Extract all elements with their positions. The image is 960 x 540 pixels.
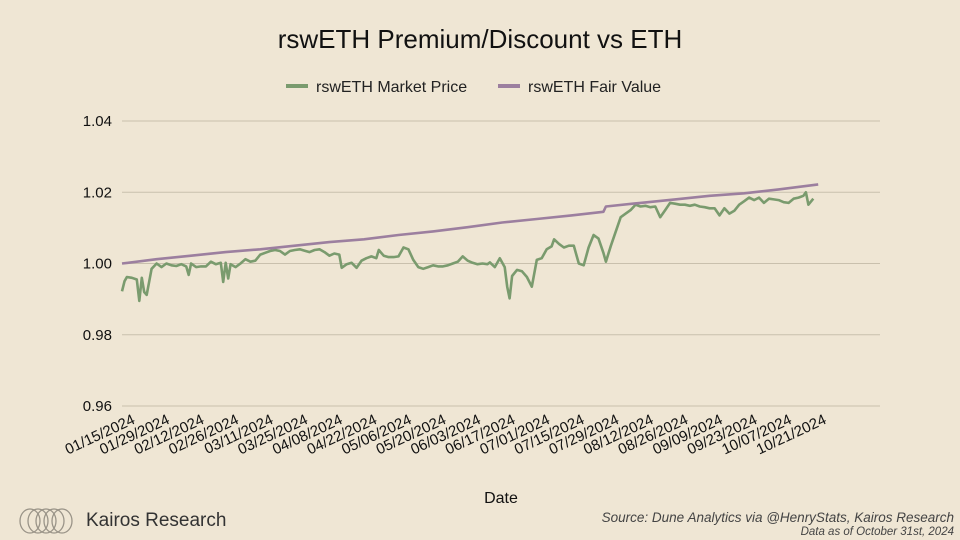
brand-name: Kairos Research bbox=[86, 510, 227, 531]
market-price-line bbox=[120, 191, 815, 303]
brand: Kairos Research bbox=[18, 506, 226, 536]
x-axis-ticks: 01/15/202401/29/202402/12/202402/26/2024… bbox=[62, 411, 829, 458]
series-lines bbox=[120, 183, 819, 303]
fair-value-line bbox=[121, 183, 819, 265]
y-tick-label: 1.02 bbox=[83, 184, 112, 201]
source-credit: Source: Dune Analytics via @HenryStats, … bbox=[601, 510, 954, 525]
interlocking-rings-logo-icon bbox=[19, 508, 73, 534]
grid-lines bbox=[122, 120, 880, 407]
legend-label-market-price: rswETH Market Price bbox=[316, 79, 467, 96]
legend: rswETH Market Price rswETH Fair Value bbox=[286, 79, 661, 96]
y-tick-label: 1.04 bbox=[83, 113, 112, 130]
source-note: Source: Dune Analytics via @HenryStats, … bbox=[602, 510, 954, 538]
chart-title: rswETH Premium/Discount vs ETH bbox=[277, 24, 683, 54]
y-tick-label: 1.00 bbox=[83, 256, 112, 273]
y-axis-ticks: 0.96 0.98 1.00 1.02 1.04 bbox=[83, 113, 112, 415]
x-axis-label: Date bbox=[484, 490, 518, 507]
y-tick-label: 0.98 bbox=[83, 327, 112, 344]
data-as-of: Data as of October 31st, 2024 bbox=[800, 526, 954, 538]
legend-label-fair-value: rswETH Fair Value bbox=[528, 79, 661, 96]
y-tick-label: 0.96 bbox=[83, 398, 112, 415]
